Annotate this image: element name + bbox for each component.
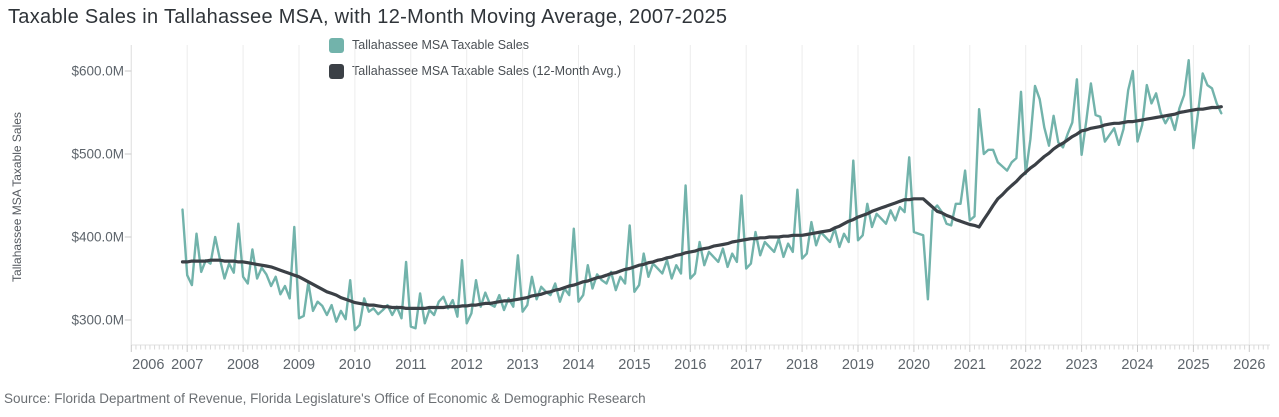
x-tick-label: 2016: [674, 357, 706, 373]
y-tick-label: $500.0M: [71, 147, 124, 162]
x-tick-label: 2010: [339, 357, 371, 373]
legend-item-monthly-sales[interactable]: Tallahassee MSA Taxable Sales: [329, 35, 621, 55]
x-tick-label: 2017: [730, 357, 762, 373]
x-tick-label: 2022: [1010, 357, 1042, 373]
x-tick-label: 2013: [506, 357, 538, 373]
x-tick-label: 2023: [1065, 357, 1097, 373]
x-tick-label: 2024: [1121, 357, 1153, 373]
source-note: Source: Florida Department of Revenue, F…: [4, 391, 646, 406]
x-tick-label: 2018: [786, 357, 818, 373]
x-tick-label: 2020: [898, 357, 930, 373]
x-tick-label: 2008: [227, 357, 259, 373]
monthly-sales-line: [181, 59, 1223, 332]
x-tick-label: 2014: [562, 357, 594, 373]
monthly-sales-swatch-icon: [329, 37, 344, 53]
legend-label-monthly-sales: Tallahassee MSA Taxable Sales: [352, 38, 529, 52]
moving-avg-swatch-icon: [329, 63, 344, 79]
x-tick-label: 2009: [283, 357, 315, 373]
legend-item-moving-avg[interactable]: Tallahassee MSA Taxable Sales (12-Month …: [329, 61, 621, 81]
y-tick-label: $400.0M: [71, 230, 124, 245]
x-tick-label: 2006: [132, 357, 164, 373]
x-tick-label: 2007: [171, 357, 203, 373]
x-tick-label: 2025: [1177, 357, 1209, 373]
x-tick-label: 2012: [451, 357, 483, 373]
legend: Tallahassee MSA Taxable Sales Tallahasse…: [329, 35, 621, 87]
x-tick-label: 2015: [618, 357, 650, 373]
legend-label-moving-avg: Tallahassee MSA Taxable Sales (12-Month …: [352, 64, 622, 78]
chart-title: Taxable Sales in Tallahassee MSA, with 1…: [8, 6, 728, 28]
x-tick-label: 2019: [842, 357, 874, 373]
y-tick-label: $600.0M: [71, 64, 124, 79]
y-tick-label: $300.0M: [71, 313, 124, 328]
moving-average-line: [180, 105, 1223, 310]
x-tick-label: 2011: [395, 357, 426, 373]
x-tick-label: 2026: [1233, 357, 1265, 373]
x-tick-label: 2021: [954, 357, 986, 373]
